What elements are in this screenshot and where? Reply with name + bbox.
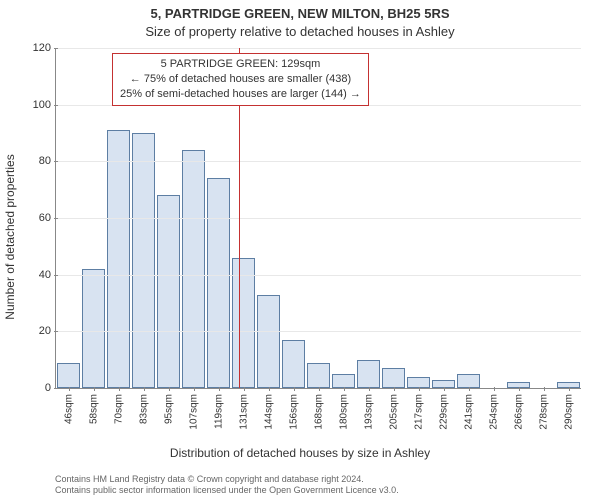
x-tick-label: 229sqm [438, 394, 449, 430]
x-tick-label: 144sqm [263, 394, 274, 430]
x-tick-label: 119sqm [213, 394, 224, 429]
histogram-bar [282, 340, 306, 388]
histogram-bar [182, 150, 206, 388]
histogram-bar [82, 269, 106, 388]
info-box-line: 25% of semi-detached houses are larger (… [120, 87, 361, 102]
footer-line-2: Contains public sector information licen… [55, 485, 399, 496]
x-tick-label: 46sqm [63, 394, 74, 424]
x-tick-label: 168sqm [313, 394, 324, 430]
info-box-line: ← 75% of detached houses are smaller (43… [120, 72, 361, 87]
x-tick-label: 83sqm [138, 394, 149, 424]
x-tick-label: 205sqm [388, 394, 399, 430]
x-axis-label: Distribution of detached houses by size … [0, 446, 600, 460]
histogram-bar [207, 178, 231, 388]
histogram-bar [307, 363, 331, 389]
x-tick-label: 254sqm [488, 394, 499, 430]
y-tick-label: 0 [21, 382, 51, 394]
x-tick-label: 241sqm [463, 394, 474, 430]
info-box-line: 5 PARTRIDGE GREEN: 129sqm [120, 57, 361, 72]
histogram-bar [357, 360, 381, 388]
y-tick-label: 100 [21, 99, 51, 111]
gridline [56, 48, 581, 49]
x-tick-label: 278sqm [538, 394, 549, 430]
footer-attribution: Contains HM Land Registry data © Crown c… [55, 474, 399, 497]
x-tick-label: 70sqm [113, 394, 124, 424]
x-tick-label: 290sqm [563, 394, 574, 430]
histogram-bar [382, 368, 406, 388]
y-tick-label: 80 [21, 155, 51, 167]
chart-subtitle: Size of property relative to detached ho… [0, 24, 600, 39]
info-box: 5 PARTRIDGE GREEN: 129sqm← 75% of detach… [112, 53, 369, 106]
gridline [56, 331, 581, 332]
x-tick-label: 217sqm [413, 394, 424, 430]
histogram-bar [57, 363, 81, 389]
histogram-bar [232, 258, 256, 388]
y-tick-label: 40 [21, 269, 51, 281]
x-tick-label: 95sqm [163, 394, 174, 424]
x-tick-label: 193sqm [363, 394, 374, 430]
y-axis-label: Number of detached properties [3, 127, 17, 347]
x-tick-label: 131sqm [238, 394, 249, 430]
y-tick-label: 60 [21, 212, 51, 224]
y-tick-label: 20 [21, 325, 51, 337]
histogram-bar [257, 295, 281, 389]
histogram-bar [107, 130, 131, 388]
x-tick-label: 180sqm [338, 394, 349, 430]
x-tick-label: 107sqm [188, 394, 199, 430]
x-tick-label: 58sqm [88, 394, 99, 424]
histogram-bar [157, 195, 181, 388]
plot-area: 02040608010012046sqm58sqm70sqm83sqm95sqm… [55, 48, 581, 389]
chart-title: 5, PARTRIDGE GREEN, NEW MILTON, BH25 5RS [0, 6, 600, 21]
histogram-bar [457, 374, 481, 388]
gridline [56, 161, 581, 162]
gridline [56, 218, 581, 219]
x-tick-label: 266sqm [513, 394, 524, 430]
x-tick-label: 156sqm [288, 394, 299, 430]
histogram-bar [332, 374, 356, 388]
histogram-bar [132, 133, 156, 388]
y-tick-label: 120 [21, 42, 51, 54]
footer-line-1: Contains HM Land Registry data © Crown c… [55, 474, 399, 485]
gridline [56, 275, 581, 276]
